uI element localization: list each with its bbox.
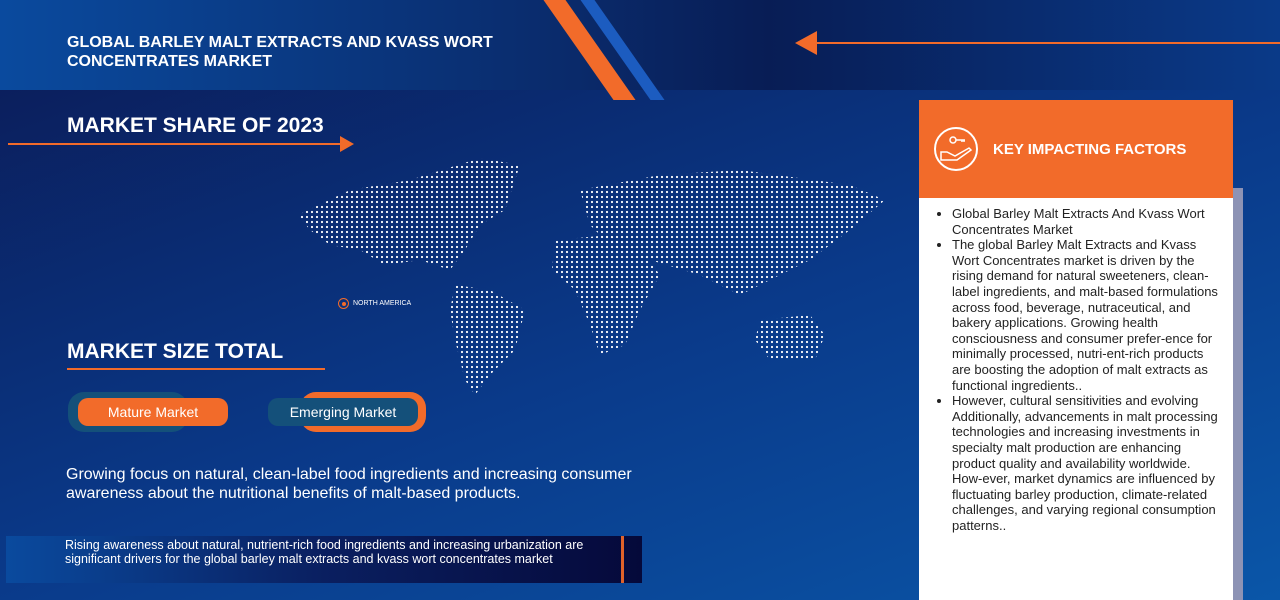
south-america [450,285,525,395]
arrow-icon [795,31,817,55]
divider [815,42,1280,44]
divider [8,143,342,145]
region-marker-north-america: NORTH AMERICA [338,298,411,309]
key-factors-panel: KEY IMPACTING FACTORS Global Barley Malt… [919,100,1233,600]
market-share-title: MARKET SHARE OF 2023 [67,114,324,137]
africa [552,235,660,355]
hand-key-icon [934,127,978,171]
list-item: The global Barley Malt Extracts and Kvas… [952,237,1221,393]
emerging-market-button[interactable]: Emerging Market [268,398,418,426]
eurasia [580,170,885,295]
header-banner: GLOBAL BARLEY MALT EXTRACTS AND KVASS WO… [0,0,1280,100]
market-description: Growing focus on natural, clean-label fo… [66,466,632,502]
market-size-title: MARKET SIZE TOTAL [67,340,284,363]
list-item: However, cultural sensitivities and evol… [952,393,1221,533]
key-factors-title: KEY IMPACTING FACTORS [993,140,1187,158]
region-label: NORTH AMERICA [353,300,412,307]
arrow-icon [340,136,354,152]
mature-market-button[interactable]: Mature Market [78,398,228,426]
north-america [298,158,520,270]
page-title: GLOBAL BARLEY MALT EXTRACTS AND KVASS WO… [67,34,493,70]
panel-shadow [1233,188,1243,600]
band-text: Rising awareness about natural, nutrient… [65,538,584,566]
list-item: Global Barley Malt Extracts And Kvass Wo… [952,206,1221,237]
location-pin-icon [338,298,349,309]
divider [621,536,624,583]
key-factors-header: KEY IMPACTING FACTORS [919,100,1233,198]
key-factors-list: Global Barley Malt Extracts And Kvass Wo… [919,198,1233,533]
australia [755,315,825,360]
divider [67,368,325,370]
world-map [298,158,885,395]
highlight-band: Rising awareness about natural, nutrient… [6,536,642,583]
